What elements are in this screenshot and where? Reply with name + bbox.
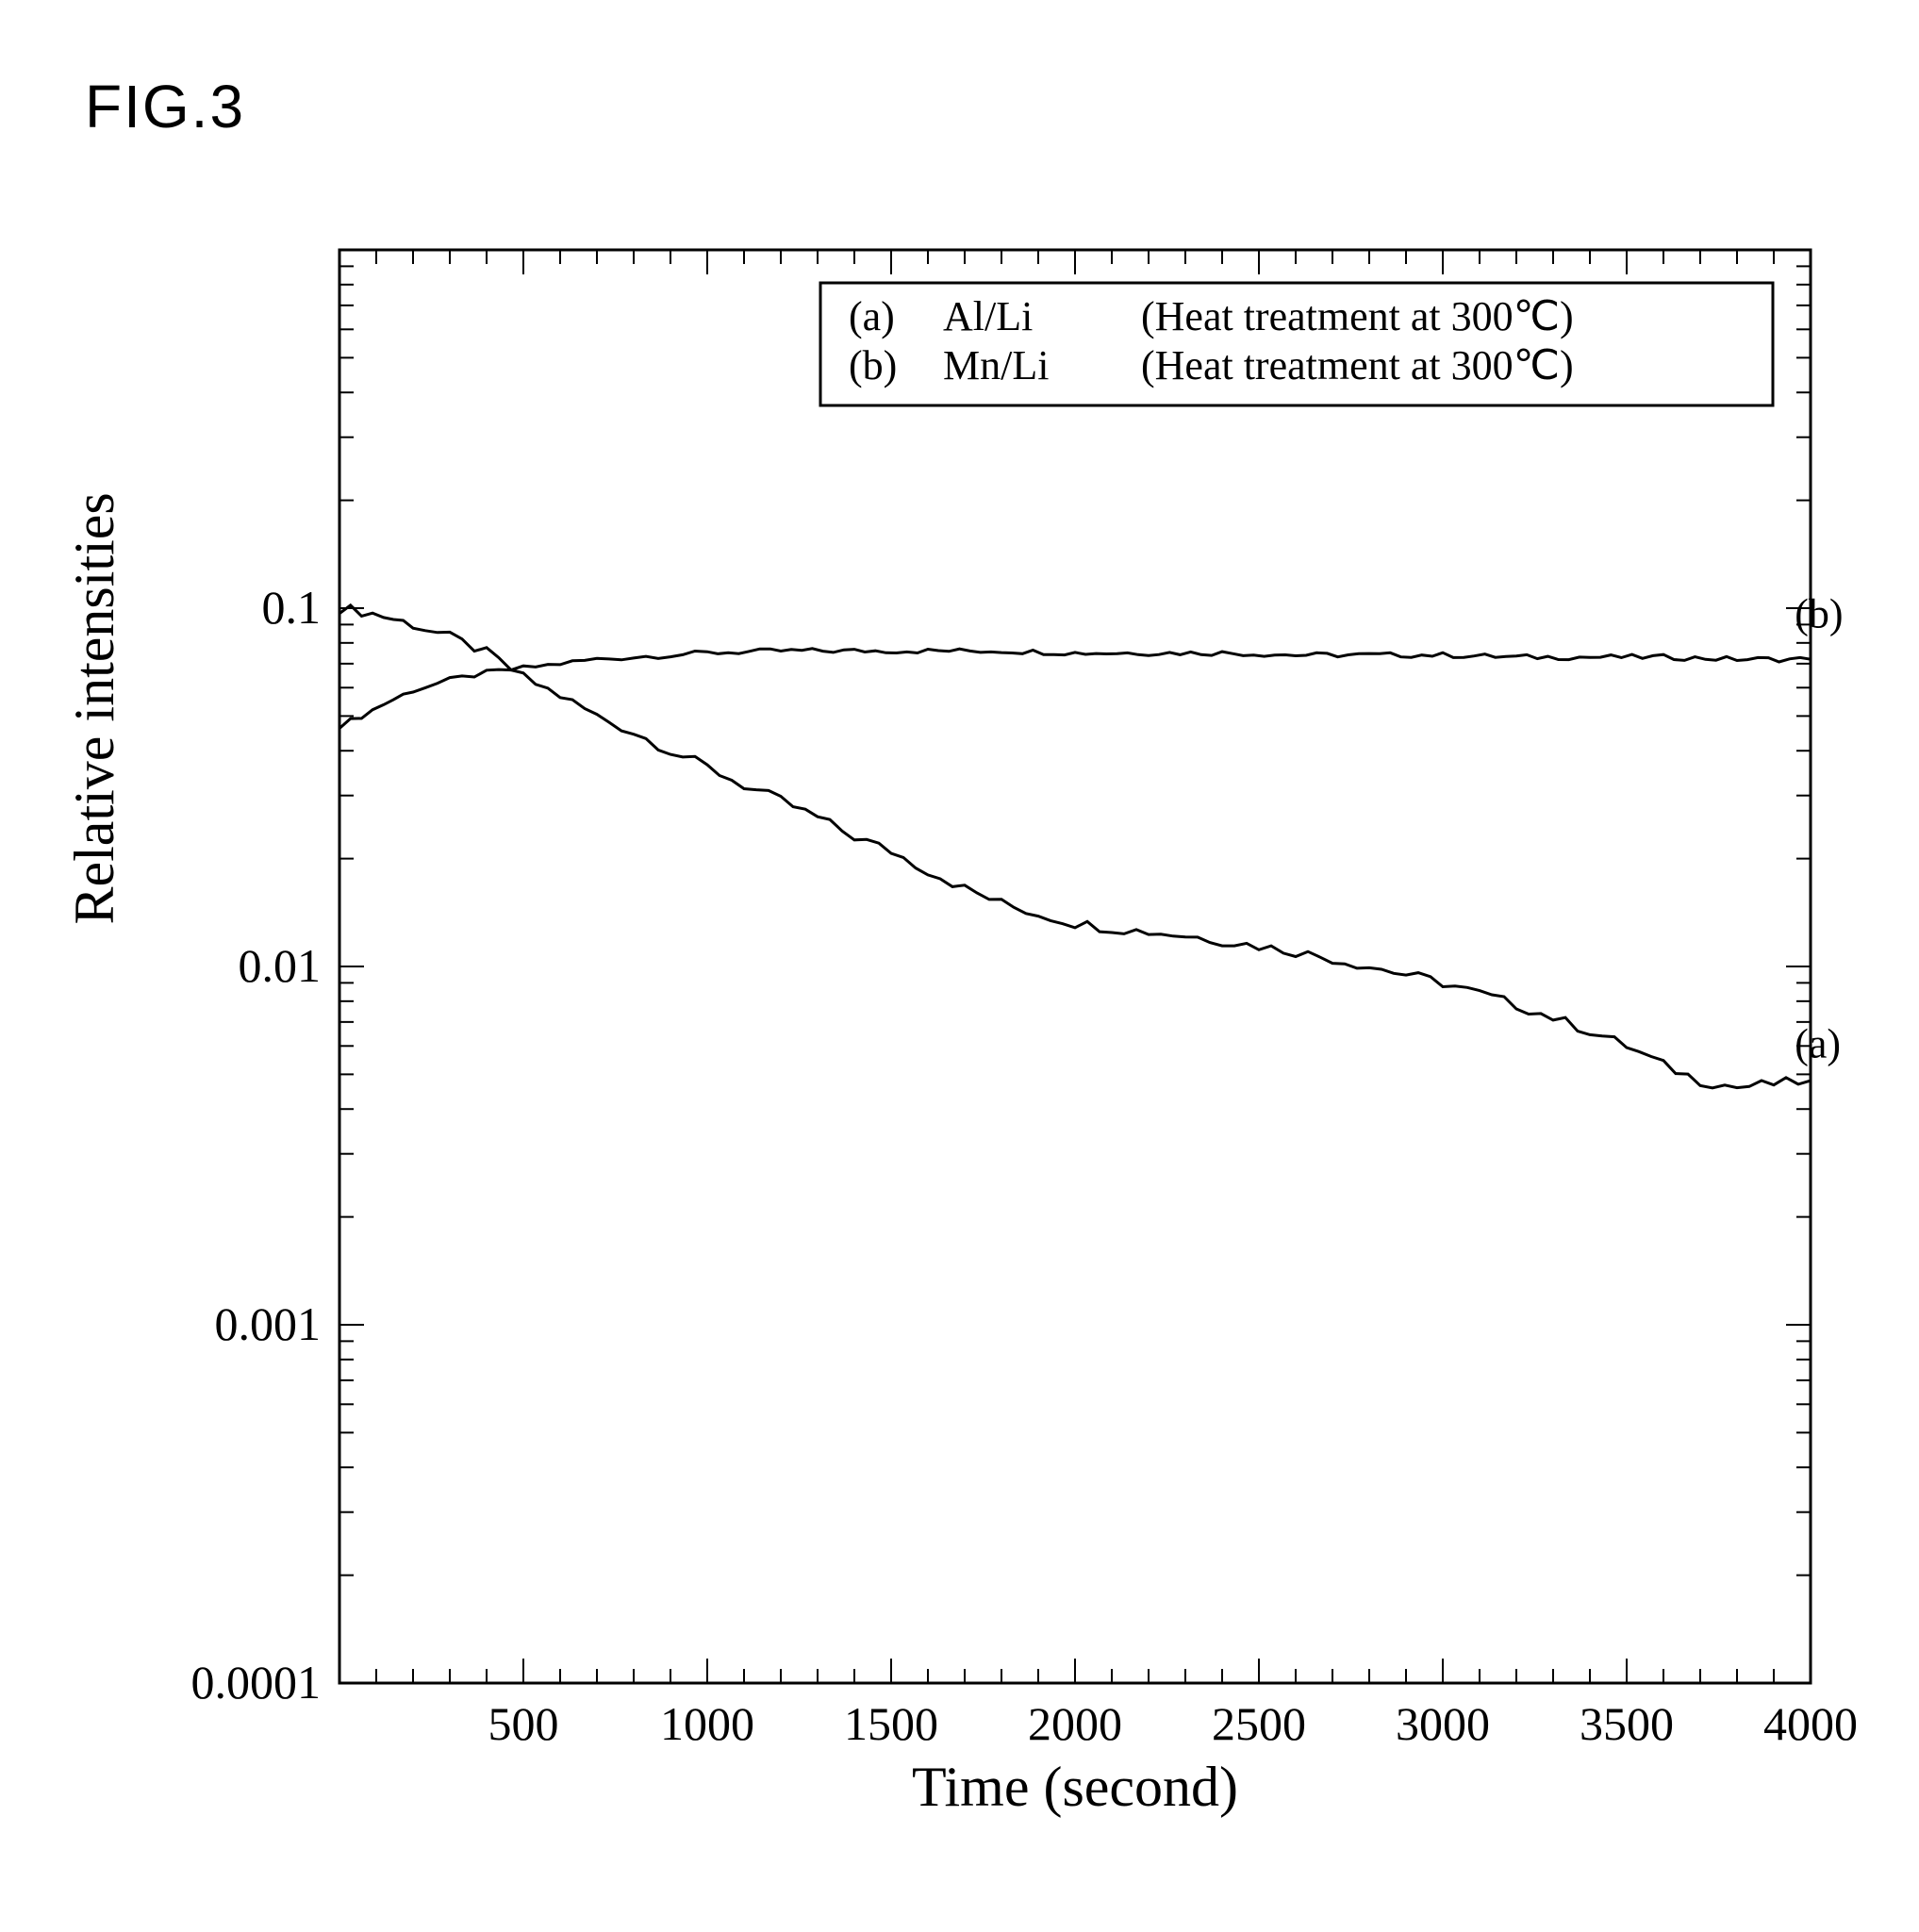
svg-text:1500: 1500 — [844, 1697, 938, 1750]
series-a — [339, 605, 1811, 1088]
svg-text:Al/Li: Al/Li — [943, 293, 1033, 339]
svg-text:3500: 3500 — [1580, 1697, 1674, 1750]
svg-text:(b): (b) — [849, 342, 897, 388]
svg-text:2500: 2500 — [1212, 1697, 1306, 1750]
svg-text:(Heat treatment at 300℃): (Heat treatment at 300℃) — [1141, 293, 1574, 339]
svg-text:0.01: 0.01 — [239, 939, 322, 992]
series-label-b: (b) — [1795, 590, 1843, 636]
svg-text:1000: 1000 — [660, 1697, 754, 1750]
svg-text:0.1: 0.1 — [262, 581, 322, 634]
svg-text:4000: 4000 — [1763, 1697, 1858, 1750]
svg-text:2000: 2000 — [1028, 1697, 1122, 1750]
svg-text:0.001: 0.001 — [215, 1297, 322, 1350]
svg-text:500: 500 — [488, 1697, 559, 1750]
y-axis-label: Relative intensities — [63, 492, 125, 924]
chart: 500 1000 1500 2000 2500 3000 3500 4000 Time (sec… — [0, 0, 1919, 1932]
figure-canvas: FIG.3 5001000150020002500300035004000Tim… — [0, 0, 1919, 1932]
svg-text:3000: 3000 — [1396, 1697, 1490, 1750]
svg-text:0.0001: 0.0001 — [191, 1656, 322, 1709]
plot-frame — [339, 250, 1811, 1683]
series-label-a: (a) — [1795, 1020, 1841, 1066]
svg-text:Time (second): Time (second) — [912, 1756, 1238, 1818]
svg-text:(a): (a) — [849, 293, 895, 339]
series-b — [339, 649, 1811, 729]
svg-text:(Heat treatment at 300℃): (Heat treatment at 300℃) — [1141, 342, 1574, 388]
svg-text:Mn/Li: Mn/Li — [943, 342, 1049, 388]
